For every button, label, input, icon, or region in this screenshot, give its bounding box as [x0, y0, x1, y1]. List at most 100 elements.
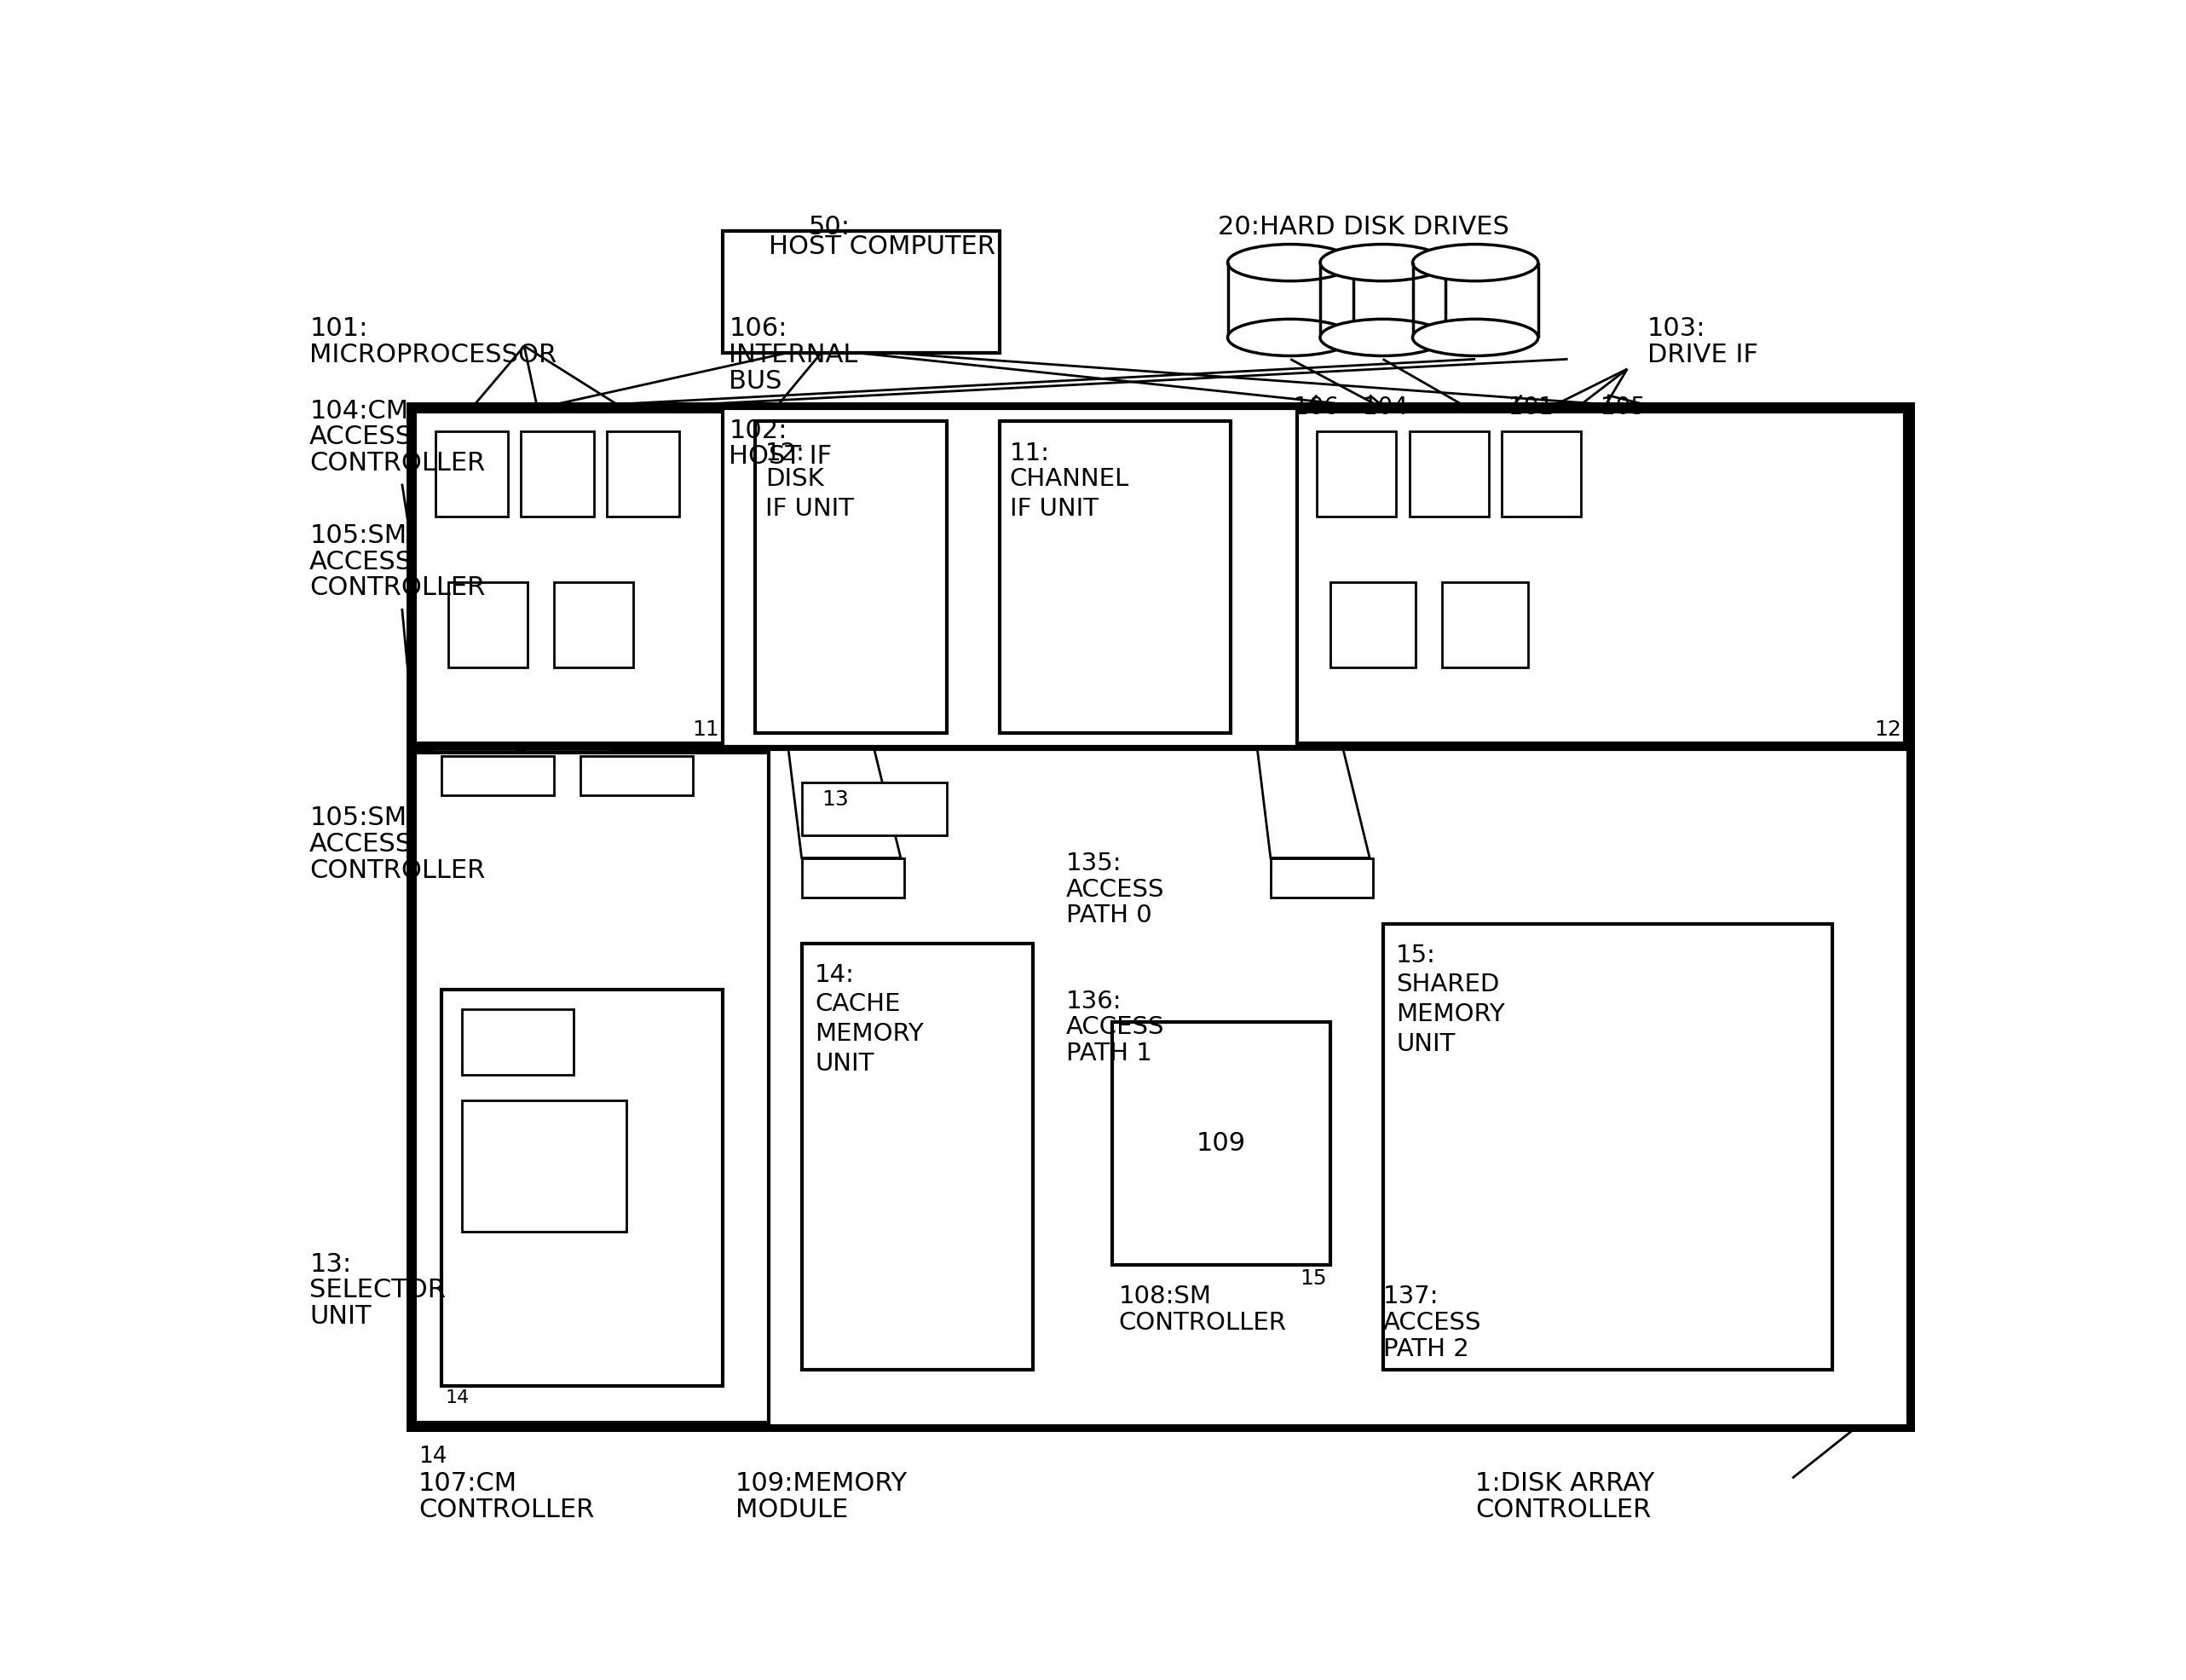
Bar [1329, 583, 1417, 667]
Bar [461, 1100, 627, 1231]
Text: HOST COMPUTER: HOST COMPUTER [769, 235, 995, 259]
Bar [1113, 1021, 1329, 1265]
Text: 137:: 137: [1384, 1285, 1438, 1309]
Ellipse shape [1229, 244, 1353, 281]
Text: 15: 15 [1301, 1268, 1327, 1289]
Text: MEMORY: MEMORY [1397, 1003, 1504, 1026]
Bar [1502, 432, 1580, 517]
Text: MODULE: MODULE [737, 1499, 848, 1522]
Bar [1270, 858, 1373, 897]
Text: 20:HARD DISK DRIVES: 20:HARD DISK DRIVES [1218, 215, 1508, 240]
Text: SHARED: SHARED [1397, 973, 1500, 996]
Text: UNIT: UNIT [815, 1052, 874, 1075]
Text: 101: 101 [1508, 395, 1554, 418]
Bar [461, 1010, 573, 1075]
Text: PATH 1: PATH 1 [1067, 1042, 1152, 1065]
Text: 15:: 15: [1397, 942, 1436, 968]
Bar [579, 756, 693, 796]
Bar [721, 232, 999, 353]
Text: PATH 0: PATH 0 [1067, 904, 1152, 927]
Text: ACCESS: ACCESS [1384, 1310, 1482, 1334]
Bar [424, 858, 540, 897]
Ellipse shape [1412, 244, 1539, 281]
Text: 102:: 102: [728, 418, 787, 444]
Text: ACCESS: ACCESS [310, 549, 413, 575]
Bar [442, 990, 721, 1386]
Bar [1229, 262, 1353, 338]
Ellipse shape [1229, 319, 1353, 356]
Text: CONTROLLER: CONTROLLER [418, 1499, 595, 1522]
Bar [553, 583, 634, 667]
Bar [802, 858, 905, 897]
Text: 11: 11 [693, 719, 719, 739]
Text: CONTROLLER: CONTROLLER [1476, 1499, 1650, 1522]
Text: 13: 13 [822, 790, 848, 810]
Text: ACCESS: ACCESS [1067, 877, 1165, 902]
Text: 101:: 101: [310, 316, 367, 341]
Bar [756, 422, 947, 732]
Text: 106: 106 [1294, 395, 1338, 418]
Polygon shape [525, 749, 662, 858]
Text: CONTROLLER: CONTROLLER [1119, 1310, 1288, 1334]
Text: UNIT: UNIT [1397, 1032, 1456, 1055]
Text: 12:: 12: [765, 442, 804, 465]
Text: 14: 14 [418, 1445, 448, 1468]
Text: SELECTOR: SELECTOR [310, 1278, 446, 1302]
Text: ACCESS: ACCESS [1067, 1015, 1165, 1040]
Text: 104: 104 [1364, 395, 1408, 418]
Text: 109:MEMORY: 109:MEMORY [737, 1472, 907, 1497]
Bar [409, 405, 1911, 1430]
Text: CONTROLLER: CONTROLLER [310, 858, 485, 882]
Bar [551, 858, 667, 897]
Bar [1410, 432, 1489, 517]
Ellipse shape [1320, 244, 1445, 281]
Polygon shape [789, 749, 901, 858]
Bar [442, 756, 553, 796]
Text: CHANNEL: CHANNEL [1010, 467, 1130, 491]
Text: MEMORY: MEMORY [815, 1021, 925, 1047]
Text: ACCESS: ACCESS [310, 832, 413, 857]
Text: 104:CM: 104:CM [310, 398, 409, 423]
Bar [999, 422, 1231, 732]
Text: 50:: 50: [809, 215, 850, 240]
Ellipse shape [1320, 319, 1445, 356]
Text: CACHE: CACHE [815, 993, 901, 1016]
Bar [1412, 262, 1539, 338]
Text: 105:SM: 105:SM [310, 522, 407, 548]
Text: INTERNAL: INTERNAL [728, 343, 857, 368]
Polygon shape [424, 749, 538, 858]
Text: 14:: 14: [815, 963, 855, 986]
Text: 106:: 106: [728, 316, 787, 341]
Text: 136:: 136: [1067, 990, 1121, 1013]
Text: 11:: 11: [1010, 442, 1049, 465]
Bar [608, 432, 680, 517]
Bar [1296, 412, 1904, 743]
Bar [802, 783, 947, 835]
Text: CONTROLLER: CONTROLLER [310, 576, 485, 600]
Bar [435, 432, 507, 517]
Bar [802, 942, 1032, 1369]
Bar [1316, 432, 1397, 517]
Text: PATH 2: PATH 2 [1384, 1337, 1469, 1361]
Text: 14: 14 [446, 1389, 470, 1406]
Text: 13:: 13: [310, 1252, 352, 1277]
Bar [448, 583, 527, 667]
Text: CONTROLLER: CONTROLLER [310, 450, 485, 475]
Bar [411, 408, 1908, 746]
Text: IF UNIT: IF UNIT [1010, 497, 1097, 521]
Text: HOST IF: HOST IF [728, 445, 833, 469]
Text: 108:SM: 108:SM [1119, 1285, 1211, 1309]
Text: MICROPROCESSOR: MICROPROCESSOR [310, 343, 557, 368]
Bar [1384, 924, 1832, 1369]
Text: UNIT: UNIT [310, 1304, 372, 1329]
Text: BUS: BUS [728, 370, 783, 393]
Text: 107:CM: 107:CM [418, 1472, 518, 1497]
Text: ACCESS: ACCESS [310, 425, 413, 450]
Ellipse shape [1412, 319, 1539, 356]
Text: 135:: 135: [1067, 852, 1121, 875]
Bar [520, 432, 595, 517]
Text: 103:: 103: [1646, 316, 1705, 341]
Text: IF UNIT: IF UNIT [765, 497, 855, 521]
Bar [411, 749, 1908, 1426]
Polygon shape [1257, 749, 1371, 858]
